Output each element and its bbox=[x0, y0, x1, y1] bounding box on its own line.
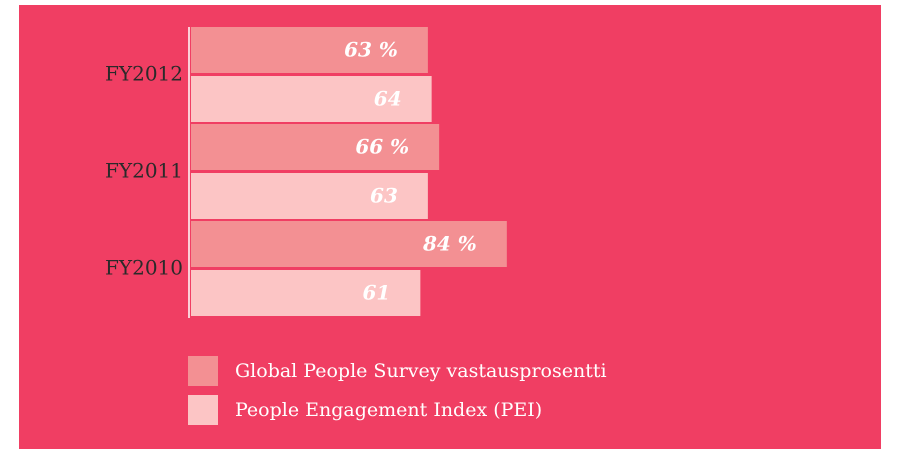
bar bbox=[191, 270, 421, 316]
legend-label: Global People Survey vastausprosentti bbox=[235, 360, 607, 382]
legend-swatch bbox=[188, 395, 218, 425]
bar bbox=[191, 173, 428, 219]
value-label: 64 bbox=[374, 87, 402, 111]
value-label: 66 % bbox=[355, 135, 409, 159]
value-label: 63 % bbox=[344, 38, 398, 62]
bar bbox=[191, 221, 507, 267]
bar bbox=[191, 27, 428, 73]
bar bbox=[191, 76, 432, 122]
legend-swatch bbox=[188, 356, 218, 386]
category-label: FY2011 bbox=[105, 159, 183, 183]
value-label: 61 bbox=[363, 281, 391, 305]
value-label: 63 bbox=[370, 184, 398, 208]
category-label: FY2012 bbox=[105, 62, 183, 86]
legend-label: People Engagement Index (PEI) bbox=[235, 399, 542, 421]
value-label: 84 % bbox=[422, 232, 477, 256]
bar bbox=[191, 124, 440, 170]
category-label: FY2010 bbox=[105, 256, 183, 280]
